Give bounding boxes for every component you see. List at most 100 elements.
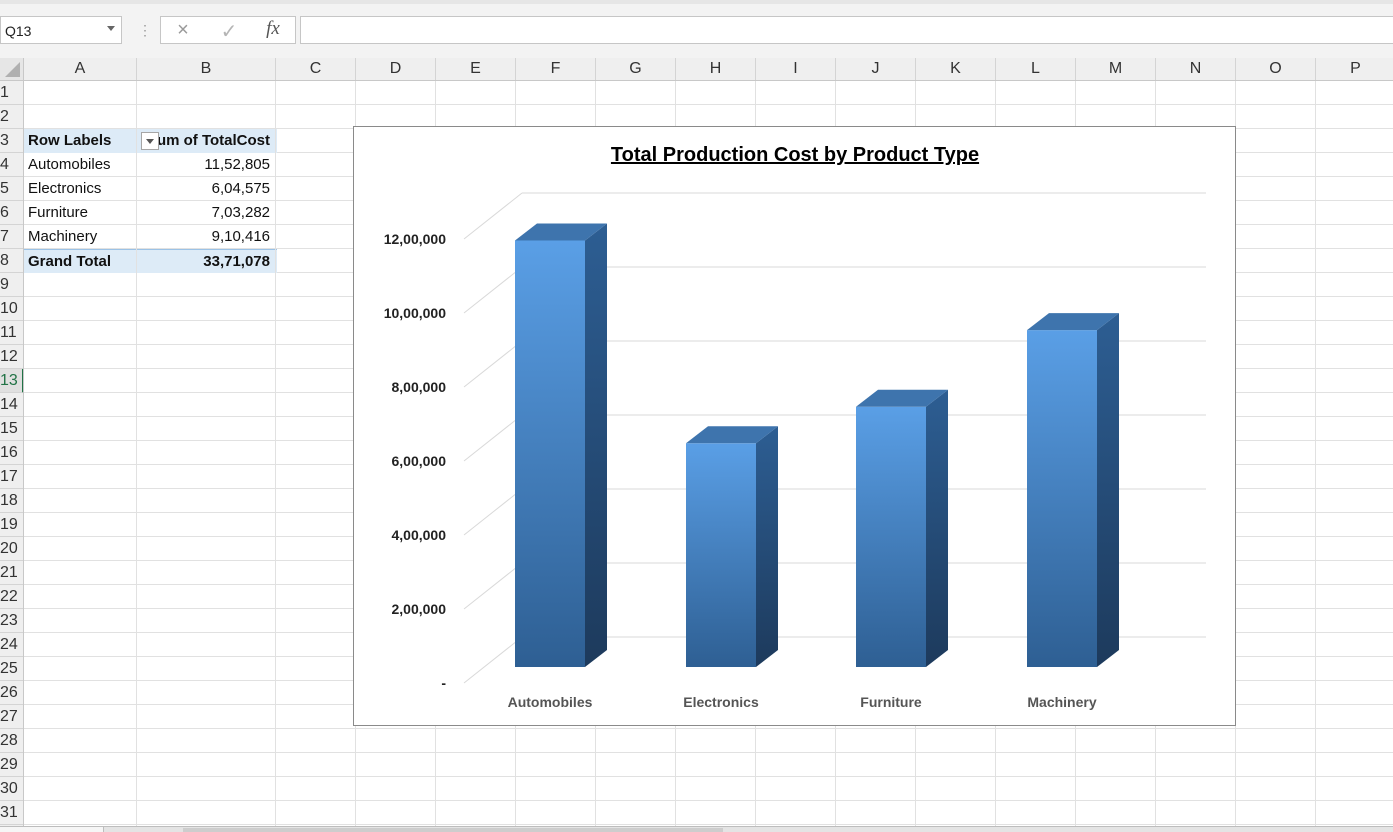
- row-header-5[interactable]: 5: [0, 177, 23, 201]
- gridline-diagonal: [463, 414, 523, 462]
- column-header-n[interactable]: N: [1156, 58, 1236, 80]
- y-tick-label: -: [441, 675, 446, 691]
- row-header-26[interactable]: 26: [0, 681, 23, 705]
- column-header-e[interactable]: E: [436, 58, 516, 80]
- row-header-3[interactable]: 3: [0, 129, 23, 153]
- column-header-c[interactable]: C: [276, 58, 356, 80]
- x-tick-label: Furniture: [860, 694, 922, 710]
- column-header-b[interactable]: B: [137, 58, 276, 80]
- pivot-row-label[interactable]: Electronics: [28, 180, 102, 197]
- column-header-i[interactable]: I: [756, 58, 836, 80]
- chart-canvas: Total Production Cost by Product Type - 2…: [384, 144, 1206, 710]
- column-header-p[interactable]: P: [1316, 58, 1393, 80]
- row-header-30[interactable]: 30: [0, 777, 23, 801]
- pivot-row-value[interactable]: 7,03,282: [211, 204, 270, 221]
- row-header-16[interactable]: 16: [0, 441, 23, 465]
- pivot-row-value[interactable]: 9,10,416: [211, 228, 270, 245]
- select-all-button[interactable]: [0, 58, 24, 80]
- grid-line: [275, 81, 276, 826]
- row-header-4[interactable]: 4: [0, 153, 23, 177]
- row-header-7[interactable]: 7: [0, 225, 23, 249]
- row-header-17[interactable]: 17: [0, 465, 23, 489]
- y-tick-label: 8,00,000: [392, 379, 447, 395]
- row-header-22[interactable]: 22: [0, 585, 23, 609]
- bar-front: [515, 240, 585, 667]
- grid-line: [1315, 81, 1316, 826]
- x-tick-label: Machinery: [1027, 694, 1096, 710]
- row-header-15[interactable]: 15: [0, 417, 23, 441]
- gridline-diagonal: [463, 488, 523, 536]
- enter-icon[interactable]: ✓: [220, 21, 238, 43]
- row-header-29[interactable]: 29: [0, 753, 23, 777]
- pivot-grand-total-label[interactable]: Grand Total: [24, 249, 138, 273]
- row-header-11[interactable]: 11: [0, 321, 23, 345]
- pivot-row-value[interactable]: 11,52,805: [204, 156, 270, 173]
- row-header-1[interactable]: 1: [0, 81, 23, 105]
- pivot-header-row-labels[interactable]: Row Labels: [24, 129, 138, 153]
- bar-chart[interactable]: Total Production Cost by Product Type - 2…: [353, 126, 1236, 726]
- bar-top: [686, 426, 778, 444]
- column-header-j[interactable]: J: [836, 58, 916, 80]
- cancel-icon[interactable]: ×: [177, 19, 189, 41]
- row-header-14[interactable]: 14: [0, 393, 23, 417]
- bar-side: [926, 389, 948, 667]
- x-tick-label: Automobiles: [508, 694, 593, 710]
- pivot-header-value[interactable]: Sum of TotalCost: [138, 129, 277, 153]
- formula-buttons: × ✓ fx: [160, 16, 296, 44]
- row-headers: 1 2 3 4 5 6 7 8 9 10 11 12 13 14 15 16 17 18 19 20 21 22 23 24 2…: [0, 81, 24, 826]
- row-header-13[interactable]: 13: [0, 369, 23, 393]
- column-header-a[interactable]: A: [24, 58, 137, 80]
- bar-front: [856, 406, 926, 667]
- column-header-f[interactable]: F: [516, 58, 596, 80]
- column-header-l[interactable]: L: [996, 58, 1076, 80]
- formula-input[interactable]: [300, 16, 1393, 44]
- bar-front: [686, 443, 756, 667]
- name-box[interactable]: Q13: [0, 16, 122, 44]
- row-header-19[interactable]: 19: [0, 513, 23, 537]
- row-header-24[interactable]: 24: [0, 633, 23, 657]
- column-header-o[interactable]: O: [1236, 58, 1316, 80]
- column-header-k[interactable]: K: [916, 58, 996, 80]
- row-header-9[interactable]: 9: [0, 273, 23, 297]
- row-header-12[interactable]: 12: [0, 345, 23, 369]
- gridline-diagonal: [463, 266, 523, 314]
- row-header-25[interactable]: 25: [0, 657, 23, 681]
- x-tick-label: Electronics: [683, 694, 759, 710]
- row-header-23[interactable]: 23: [0, 609, 23, 633]
- chevron-down-icon[interactable]: [107, 26, 115, 31]
- insert-function-icon[interactable]: fx: [266, 18, 280, 39]
- bar-top: [856, 389, 948, 407]
- bar-side: [756, 426, 778, 667]
- column-header-g[interactable]: G: [596, 58, 676, 80]
- bar-top: [515, 223, 607, 241]
- y-tick-label: 6,00,000: [392, 453, 447, 469]
- pivot-row-label[interactable]: Automobiles: [28, 156, 111, 173]
- formula-bar: Q13 ⋮ × ✓ fx: [0, 0, 1393, 58]
- chevron-down-icon: [146, 139, 154, 144]
- row-header-10[interactable]: 10: [0, 297, 23, 321]
- column-header-d[interactable]: D: [356, 58, 436, 80]
- pivot-row-label[interactable]: Furniture: [28, 204, 89, 221]
- pivot-grand-total-value[interactable]: 33,71,078: [138, 249, 277, 273]
- row-header-28[interactable]: 28: [0, 729, 23, 753]
- bar-top: [1027, 313, 1119, 331]
- column-header-h[interactable]: H: [676, 58, 756, 80]
- row-header-21[interactable]: 21: [0, 561, 23, 585]
- sheet-tab[interactable]: [0, 827, 104, 832]
- row-header-8[interactable]: 8: [0, 249, 23, 273]
- row-header-27[interactable]: 27: [0, 705, 23, 729]
- row-header-2[interactable]: 2: [0, 105, 23, 129]
- more-options-icon[interactable]: ⋮: [138, 22, 152, 38]
- select-all-icon: [5, 62, 20, 77]
- pivot-row-label[interactable]: Machinery: [28, 228, 98, 245]
- column-header-m[interactable]: M: [1076, 58, 1156, 80]
- gridline-diagonal: [463, 192, 523, 240]
- row-header-20[interactable]: 20: [0, 537, 23, 561]
- row-header-18[interactable]: 18: [0, 489, 23, 513]
- filter-dropdown-button[interactable]: [141, 132, 159, 150]
- horizontal-scrollbar[interactable]: [183, 828, 723, 832]
- y-tick-label: 12,00,000: [384, 231, 446, 247]
- row-header-6[interactable]: 6: [0, 201, 23, 225]
- row-header-31[interactable]: 31: [0, 801, 23, 825]
- pivot-row-value[interactable]: 6,04,575: [211, 180, 270, 197]
